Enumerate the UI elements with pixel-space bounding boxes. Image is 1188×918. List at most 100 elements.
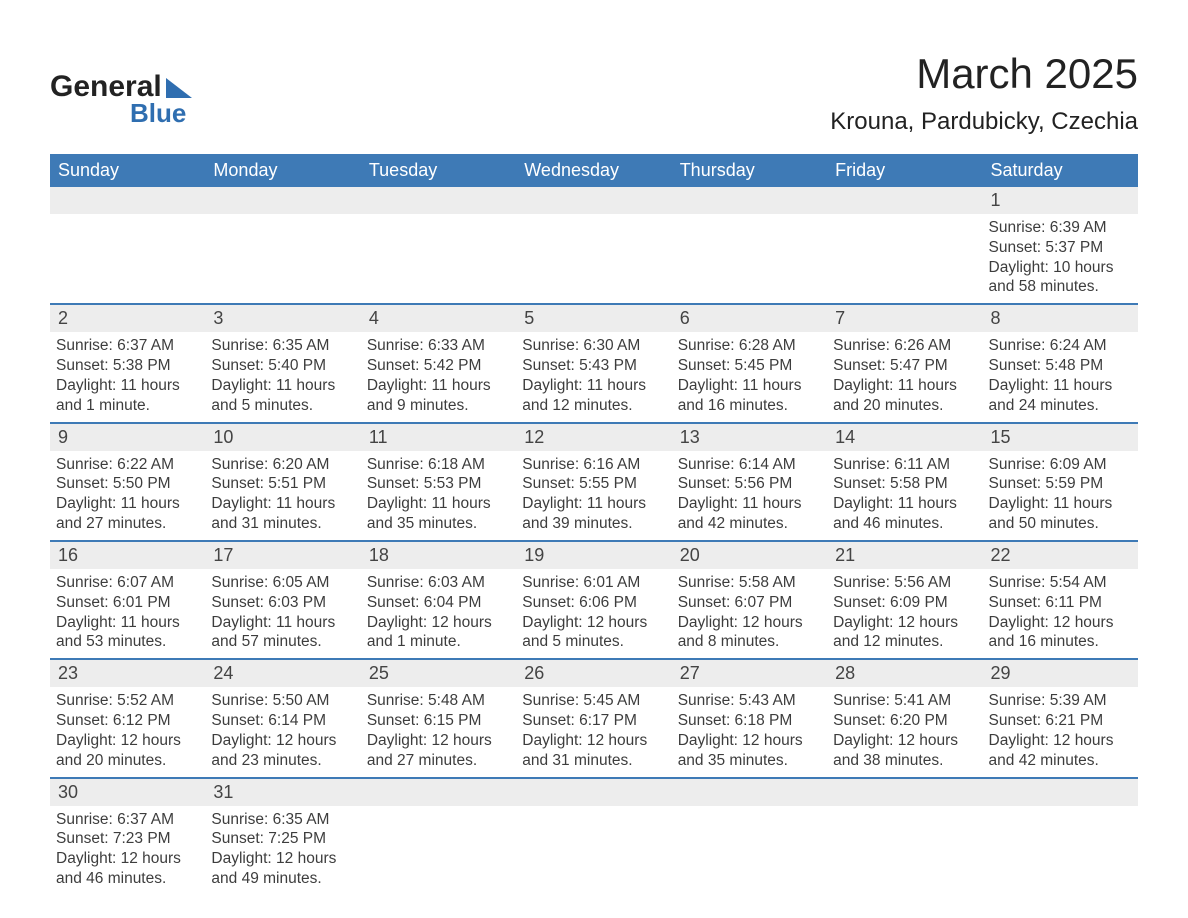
day-line-sunrise: Sunrise: 5:43 AM [678, 691, 821, 711]
day-body [205, 214, 360, 284]
day-line-daylight1: Daylight: 12 hours [833, 613, 976, 633]
day-line-sunset: Sunset: 6:15 PM [367, 711, 510, 731]
day-number: 1 [983, 187, 1138, 214]
day-cell: 29Sunrise: 5:39 AMSunset: 6:21 PMDayligh… [983, 659, 1138, 777]
day-body: Sunrise: 6:30 AMSunset: 5:43 PMDaylight:… [516, 332, 671, 421]
day-cell: 15 Sunrise: 6:09 AMSunset: 5:59 PMDayligh… [983, 423, 1138, 541]
day-line-daylight2: and 23 minutes. [211, 751, 354, 771]
day-line-sunset: Sunset: 5:59 PM [989, 474, 1132, 494]
day-line-daylight2: and 49 minutes. [211, 869, 354, 889]
day-line-daylight1: Daylight: 11 hours [989, 494, 1132, 514]
day-cell [516, 778, 671, 895]
day-cell: 20Sunrise: 5:58 AMSunset: 6:07 PMDayligh… [672, 541, 827, 659]
day-line-sunset: Sunset: 5:43 PM [522, 356, 665, 376]
day-line-sunset: Sunset: 5:51 PM [211, 474, 354, 494]
day-cell: 26Sunrise: 5:45 AMSunset: 6:17 PMDayligh… [516, 659, 671, 777]
day-line-sunset: Sunset: 5:58 PM [833, 474, 976, 494]
day-number: 15 [983, 424, 1138, 451]
day-number: 5 [516, 305, 671, 332]
day-body: Sunrise: 5:56 AMSunset: 6:09 PMDaylight:… [827, 569, 982, 658]
day-body: Sunrise: 5:58 AMSunset: 6:07 PMDaylight:… [672, 569, 827, 658]
day-body [672, 214, 827, 284]
day-body: Sunrise: 6:26 AMSunset: 5:47 PMDaylight:… [827, 332, 982, 421]
day-line-sunset: Sunset: 6:21 PM [989, 711, 1132, 731]
day-header: Saturday [983, 154, 1138, 187]
day-line-sunrise: Sunrise: 6:30 AM [522, 336, 665, 356]
day-body: Sunrise: 6:01 AMSunset: 6:06 PMDaylight:… [516, 569, 671, 658]
day-number: 4 [361, 305, 516, 332]
day-cell: 2Sunrise: 6:37 AMSunset: 5:38 PMDaylight… [50, 304, 205, 422]
day-line-sunrise: Sunrise: 6:09 AM [989, 455, 1132, 475]
day-line-daylight1: Daylight: 12 hours [367, 613, 510, 633]
day-line-sunset: Sunset: 5:45 PM [678, 356, 821, 376]
day-number: 8 [983, 305, 1138, 332]
day-line-daylight1: Daylight: 11 hours [833, 376, 976, 396]
day-cell: 28Sunrise: 5:41 AMSunset: 6:20 PMDayligh… [827, 659, 982, 777]
day-line-daylight2: and 42 minutes. [678, 514, 821, 534]
day-number: 28 [827, 660, 982, 687]
day-line-daylight1: Daylight: 12 hours [56, 849, 199, 869]
day-header: Thursday [672, 154, 827, 187]
day-line-sunset: Sunset: 5:40 PM [211, 356, 354, 376]
day-line-sunset: Sunset: 6:04 PM [367, 593, 510, 613]
week-row: 1Sunrise: 6:39 AMSunset: 5:37 PMDaylight… [50, 187, 1138, 304]
day-body: Sunrise: 6:14 AMSunset: 5:56 PMDaylight:… [672, 451, 827, 540]
day-line-daylight2: and 35 minutes. [678, 751, 821, 771]
week-row: 2Sunrise: 6:37 AMSunset: 5:38 PMDaylight… [50, 304, 1138, 422]
day-line-daylight2: and 9 minutes. [367, 396, 510, 416]
day-line-daylight1: Daylight: 11 hours [367, 494, 510, 514]
day-body [516, 806, 671, 876]
day-body: Sunrise: 6:20 AMSunset: 5:51 PMDaylight:… [205, 451, 360, 540]
week-row: 16Sunrise: 6:07 AMSunset: 6:01 PMDayligh… [50, 541, 1138, 659]
day-line-sunset: Sunset: 7:25 PM [211, 829, 354, 849]
day-cell: 16Sunrise: 6:07 AMSunset: 6:01 PMDayligh… [50, 541, 205, 659]
day-line-daylight1: Daylight: 12 hours [989, 731, 1132, 751]
day-line-sunset: Sunset: 6:09 PM [833, 593, 976, 613]
day-number: 18 [361, 542, 516, 569]
day-cell [50, 187, 205, 304]
day-number: 14 [827, 424, 982, 451]
day-number: 31 [205, 779, 360, 806]
day-number: 21 [827, 542, 982, 569]
week-row: 30Sunrise: 6:37 AMSunset: 7:23 PMDayligh… [50, 778, 1138, 895]
day-line-sunrise: Sunrise: 6:35 AM [211, 810, 354, 830]
day-line-sunrise: Sunrise: 5:52 AM [56, 691, 199, 711]
day-body: Sunrise: 5:41 AMSunset: 6:20 PMDaylight:… [827, 687, 982, 776]
day-line-daylight1: Daylight: 11 hours [211, 376, 354, 396]
day-header: Wednesday [516, 154, 671, 187]
day-header-row: Sunday Monday Tuesday Wednesday Thursday… [50, 154, 1138, 187]
day-cell: 8Sunrise: 6:24 AMSunset: 5:48 PMDaylight… [983, 304, 1138, 422]
day-line-sunrise: Sunrise: 6:33 AM [367, 336, 510, 356]
day-line-sunrise: Sunrise: 5:48 AM [367, 691, 510, 711]
day-line-sunset: Sunset: 6:18 PM [678, 711, 821, 731]
day-number: 9 [50, 424, 205, 451]
day-cell: 4Sunrise: 6:33 AMSunset: 5:42 PMDaylight… [361, 304, 516, 422]
day-number [361, 779, 516, 806]
day-line-daylight1: Daylight: 12 hours [522, 731, 665, 751]
day-number [516, 779, 671, 806]
day-cell: 6Sunrise: 6:28 AMSunset: 5:45 PMDaylight… [672, 304, 827, 422]
day-line-daylight1: Daylight: 11 hours [522, 494, 665, 514]
day-line-sunset: Sunset: 7:23 PM [56, 829, 199, 849]
day-line-sunrise: Sunrise: 6:18 AM [367, 455, 510, 475]
day-line-daylight1: Daylight: 12 hours [211, 731, 354, 751]
day-line-daylight2: and 12 minutes. [833, 632, 976, 652]
day-line-sunrise: Sunrise: 5:39 AM [989, 691, 1132, 711]
day-line-daylight1: Daylight: 11 hours [522, 376, 665, 396]
day-number: 19 [516, 542, 671, 569]
day-body: Sunrise: 6:22 AMSunset: 5:50 PMDaylight:… [50, 451, 205, 540]
day-line-daylight2: and 46 minutes. [833, 514, 976, 534]
day-line-daylight1: Daylight: 10 hours [989, 258, 1132, 278]
day-body: Sunrise: 6:37 AMSunset: 7:23 PMDaylight:… [50, 806, 205, 895]
day-line-sunrise: Sunrise: 6:24 AM [989, 336, 1132, 356]
day-line-daylight1: Daylight: 11 hours [678, 494, 821, 514]
day-body: Sunrise: 5:39 AMSunset: 6:21 PMDaylight:… [983, 687, 1138, 776]
day-cell: 10Sunrise: 6:20 AMSunset: 5:51 PMDayligh… [205, 423, 360, 541]
day-line-sunrise: Sunrise: 5:50 AM [211, 691, 354, 711]
day-line-daylight1: Daylight: 11 hours [211, 494, 354, 514]
day-cell: 24Sunrise: 5:50 AMSunset: 6:14 PMDayligh… [205, 659, 360, 777]
day-header: Monday [205, 154, 360, 187]
day-number: 23 [50, 660, 205, 687]
day-line-daylight2: and 20 minutes. [56, 751, 199, 771]
day-body [827, 806, 982, 876]
